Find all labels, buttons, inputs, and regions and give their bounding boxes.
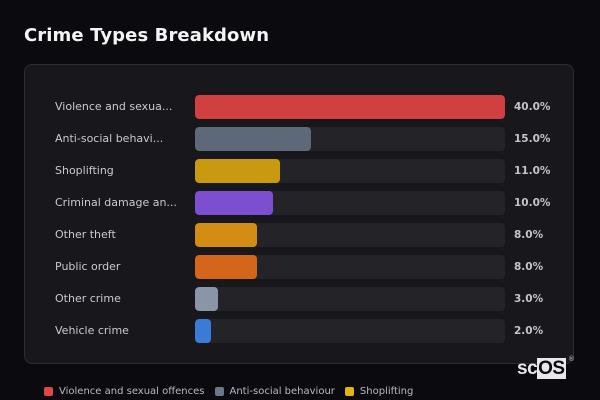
bar-track (195, 319, 505, 343)
legend-label: Violence and sexual offences (59, 386, 205, 397)
bar-fill[interactable] (195, 95, 505, 119)
bar-fill[interactable] (195, 319, 211, 343)
bar-label: Other theft (55, 228, 116, 241)
bar-track (195, 127, 505, 151)
legend-item[interactable]: Anti-social behaviour (214, 386, 335, 397)
registered-mark-icon: ® (568, 356, 574, 363)
brand-prefix: sc (517, 358, 538, 379)
bar-label: Public order (55, 260, 121, 273)
legend-item[interactable]: Shoplifting (344, 386, 414, 397)
chart-legend: Violence and sexual offences Anti-social … (44, 386, 413, 397)
legend-label: Shoplifting (359, 386, 414, 397)
bar-track (195, 191, 505, 215)
brand-suffix: OS (537, 358, 566, 379)
bar-row: Public order 8.0% (25, 255, 573, 279)
bar-value: 8.0% (514, 229, 544, 241)
bar-track (195, 287, 505, 311)
bar-row: Violence and sexua... 40.0% (25, 95, 573, 119)
bar-value: 10.0% (514, 197, 551, 209)
bar-row: Anti-social behavi... 15.0% (25, 127, 573, 151)
bar-value: 3.0% (514, 293, 544, 305)
bar-label: Vehicle crime (55, 324, 129, 337)
brand-logo: scOS ® (517, 356, 574, 380)
bar-label: Criminal damage an... (55, 196, 177, 209)
bar-track (195, 223, 505, 247)
bar-label: Other crime (55, 292, 121, 305)
bar-value: 11.0% (514, 165, 551, 177)
legend-swatch-icon (214, 387, 224, 396)
bar-track (195, 255, 505, 279)
bar-fill[interactable] (195, 127, 312, 151)
bar-label: Violence and sexua... (55, 100, 173, 113)
bar-value: 2.0% (514, 325, 544, 337)
bar-fill[interactable] (195, 191, 273, 215)
bar-label: Anti-social behavi... (55, 132, 164, 145)
bar-value: 15.0% (514, 133, 551, 145)
bar-row: Other theft 8.0% (25, 223, 573, 247)
legend-swatch-icon (44, 387, 53, 396)
legend-swatch-icon (344, 387, 354, 396)
bar-fill[interactable] (195, 255, 257, 279)
legend-item[interactable]: Violence and sexual offences (44, 386, 205, 397)
bar-row: Shoplifting 11.0% (25, 159, 573, 183)
bar-track (195, 159, 505, 183)
bar-value: 8.0% (514, 261, 544, 273)
bar-row: Criminal damage an... 10.0% (25, 191, 573, 215)
bar-track (195, 95, 505, 119)
bar-label: Shoplifting (55, 164, 114, 177)
bar-row: Other crime 3.0% (25, 287, 573, 311)
page-title: Crime Types Breakdown (24, 25, 270, 46)
chart-card: Violence and sexua... 40.0% Anti-social be… (24, 64, 574, 364)
bar-fill[interactable] (195, 159, 281, 183)
legend-label: Anti-social behaviour (229, 386, 335, 397)
bar-fill[interactable] (195, 223, 257, 247)
bar-row: Vehicle crime 2.0% (25, 319, 573, 343)
bar-value: 40.0% (514, 101, 551, 113)
bar-fill[interactable] (195, 287, 219, 311)
